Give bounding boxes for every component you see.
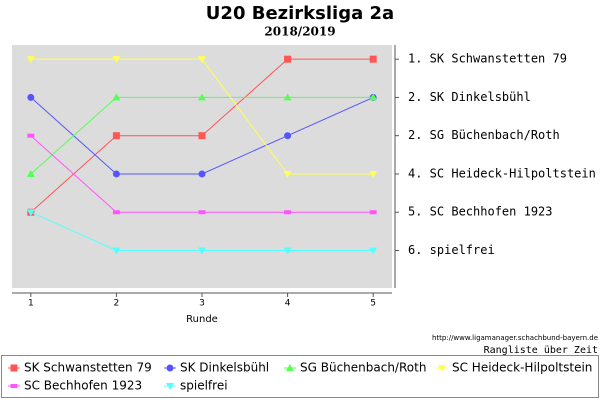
point (283, 247, 292, 255)
point (112, 170, 120, 178)
point (284, 132, 292, 140)
point (283, 93, 292, 101)
x-tick-label: 3 (199, 299, 205, 309)
legend-marker (10, 364, 18, 372)
point (112, 132, 120, 140)
legend-label: spielfrei (180, 379, 228, 393)
right-label: 2. SG Büchenbach/Roth (408, 128, 560, 142)
x-axis-label: Runde (186, 314, 218, 325)
legend-label: SC Bechhofen 1923 (24, 379, 142, 393)
point (198, 132, 206, 140)
point (112, 247, 121, 255)
x-tick-label: 1 (28, 299, 34, 309)
point (26, 169, 35, 177)
point (284, 210, 292, 215)
point (369, 93, 378, 101)
point (369, 210, 377, 215)
legend-marker (166, 383, 174, 390)
x-tick-label: 2 (114, 299, 120, 309)
right-label: 1. SK Schwanstetten 79 (408, 52, 567, 66)
right-label: 5. SC Bechhofen 1923 (408, 205, 553, 219)
point (26, 56, 35, 64)
legend-box (1, 355, 599, 398)
point (112, 56, 121, 64)
legend-label: SK Schwanstetten 79 (24, 361, 152, 375)
footer-caption: Rangliste über Zeit (484, 345, 598, 356)
point (198, 210, 206, 215)
point (26, 209, 35, 217)
point (112, 93, 121, 101)
legend-marker (166, 364, 174, 372)
point (369, 170, 378, 178)
legend-marker (286, 364, 294, 371)
point (112, 210, 120, 215)
right-label: 6. spielfrei (408, 243, 495, 257)
point (27, 93, 35, 101)
footer-url: http://www.ligamanager.schachbund-bayern… (432, 334, 598, 342)
point (369, 55, 377, 63)
point (198, 247, 206, 255)
right-label: 4. SC Heideck-Hilpoltstein (408, 166, 596, 180)
legend-label: SC Heideck-Hilpoltstein (452, 361, 592, 375)
point (198, 93, 206, 101)
legend-marker (10, 384, 18, 388)
legend-label: SK Dinkelsbühl (180, 361, 269, 375)
chart-subtitle: 2018/2019 (264, 25, 335, 39)
right-label: 2. SK Dinkelsbühl (408, 90, 531, 104)
x-tick-label: 4 (285, 299, 291, 309)
point (369, 247, 378, 255)
legend-marker (438, 365, 446, 372)
chart-title: U20 Bezirksliga 2a (206, 3, 394, 24)
point (198, 56, 206, 64)
point (283, 170, 292, 178)
point (198, 170, 206, 178)
point (284, 55, 292, 63)
x-tick-label: 5 (370, 299, 376, 309)
legend-label: SG Büchenbach/Roth (300, 361, 426, 375)
point (27, 133, 35, 138)
